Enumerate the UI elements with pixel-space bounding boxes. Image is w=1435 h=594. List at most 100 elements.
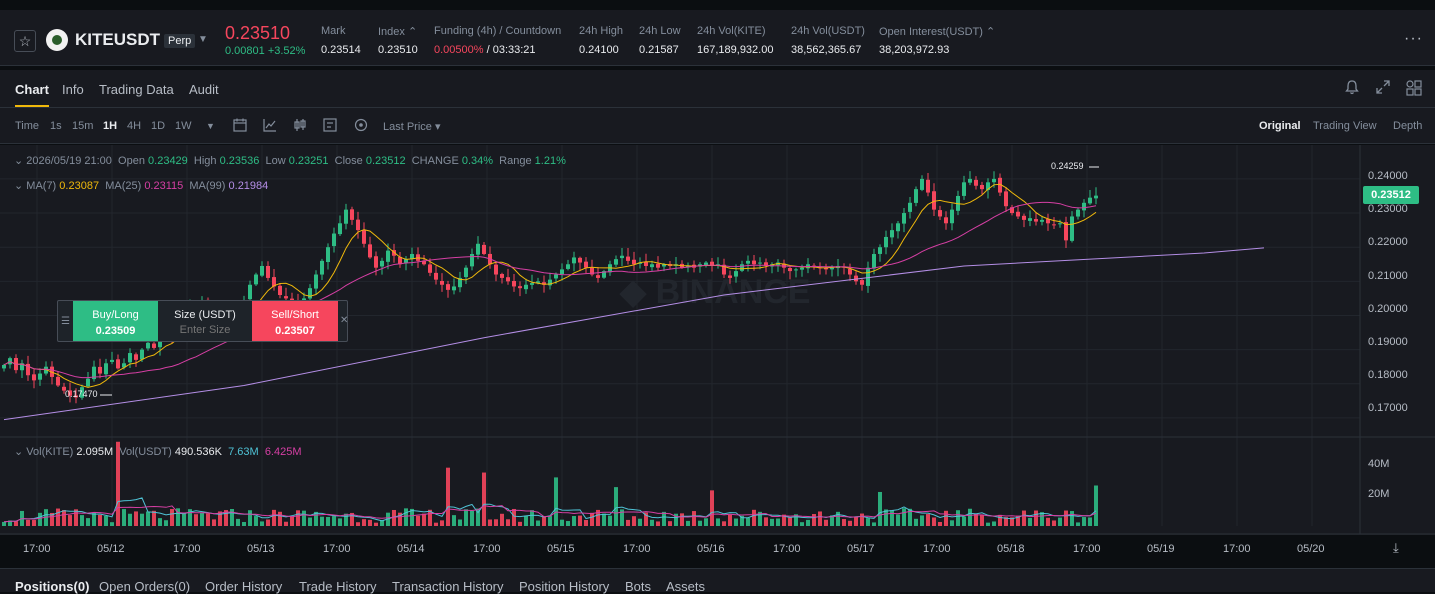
crosshair-icon[interactable] [354, 118, 368, 135]
candle-body [266, 265, 270, 278]
price-tick: 0.19000 [1368, 336, 1408, 348]
candle-body [662, 264, 666, 267]
view-trading-view[interactable]: Trading View [1313, 120, 1377, 132]
symbol-name[interactable]: KITEUSDT [75, 30, 160, 49]
tab-info[interactable]: Info [62, 82, 84, 97]
ma-collapse-icon[interactable]: ⌄ [14, 180, 24, 192]
close-icon[interactable]: ✕ [340, 315, 349, 326]
tab-order-history[interactable]: Order History [205, 579, 283, 594]
volume-bar [296, 510, 300, 526]
more-options-icon[interactable]: ··· [1404, 30, 1423, 47]
symbol-dropdown-icon[interactable]: ▼ [198, 34, 208, 45]
favorite-star-icon[interactable]: ☆ [14, 30, 36, 52]
collapse-icon[interactable]: ⌄ [14, 155, 24, 167]
tab-chart[interactable]: Chart [15, 82, 49, 107]
tab-audit[interactable]: Audit [189, 82, 219, 97]
candle-body [884, 236, 888, 248]
candle-type-icon[interactable] [293, 118, 307, 135]
indicator-icon[interactable] [263, 118, 277, 135]
volume-bar [944, 510, 948, 526]
tab-trading-data[interactable]: Trading Data [99, 82, 174, 97]
candle-body [1058, 223, 1062, 225]
tab-transaction-history[interactable]: Transaction History [392, 579, 504, 594]
candle-body [404, 259, 408, 263]
volume-bar [332, 516, 336, 526]
buy-long-button[interactable]: Buy/Long 0.23509 [73, 301, 158, 341]
tab-open-orders[interactable]: Open Orders(0) [99, 579, 191, 594]
tab-trade-history[interactable]: Trade History [299, 579, 377, 594]
calendar-icon[interactable] [233, 118, 247, 135]
tab-bots[interactable]: Bots [625, 579, 652, 594]
price-change: 0.00801 +3.52% [225, 45, 306, 57]
bell-icon[interactable] [1345, 80, 1359, 99]
candle-body [68, 390, 72, 396]
close-label: Close [334, 155, 363, 167]
tab-assets[interactable]: Assets [666, 579, 706, 594]
interval-1s[interactable]: 1s [50, 120, 62, 132]
layout-grid-icon[interactable] [1406, 80, 1422, 100]
high-value: 0.23536 [219, 155, 260, 167]
fullscreen-icon[interactable] [1376, 80, 1390, 98]
volume-bar [1058, 517, 1062, 526]
volume-bar [248, 510, 252, 526]
volume-bar [812, 514, 816, 526]
sell-short-button[interactable]: Sell/Short 0.23507 [252, 301, 338, 341]
price-type-select[interactable]: Last Price ▾ [383, 121, 441, 133]
volume-bar [794, 514, 798, 526]
candle-body [86, 378, 90, 387]
candlestick-chart[interactable]: ◆ BINANCE [0, 145, 1435, 535]
candle-body [740, 264, 744, 271]
settings-list-icon[interactable] [323, 118, 337, 135]
volume-bar [830, 515, 834, 526]
candle-body [1046, 219, 1050, 224]
volume-bar [344, 513, 348, 526]
ticker-header: ☆ KITEUSDT Perp ▼ 0.23510 0.00801 +3.52%… [0, 10, 1435, 66]
candle-body [320, 260, 324, 275]
candle-body [974, 179, 978, 186]
candle-body [794, 269, 798, 271]
candle-body [326, 247, 330, 263]
volume-bar [410, 508, 414, 526]
candle-body [356, 219, 360, 231]
view-original[interactable]: Original [1259, 120, 1301, 132]
drag-handle-icon[interactable]: ☰ [61, 316, 70, 327]
view-depth[interactable]: Depth [1393, 120, 1423, 132]
volume-bar [848, 520, 852, 526]
open-interest-label[interactable]: Open Interest(USDT) ⌃ [879, 26, 996, 38]
candle-body [650, 264, 654, 268]
volume-bar [662, 511, 666, 526]
interval-1w[interactable]: 1W [175, 120, 192, 132]
volume-bar [860, 513, 864, 526]
candle-body [38, 373, 42, 380]
interval-4h[interactable]: 4H [127, 120, 142, 132]
index-label[interactable]: Index ⌃ [378, 26, 418, 38]
time-tick: 05/18 [997, 543, 1025, 555]
candle-body [860, 280, 864, 285]
ma99-line [3, 247, 1265, 421]
interval-1h[interactable]: 1H [103, 120, 118, 132]
kite-coin-icon [46, 29, 68, 51]
candle-body [428, 264, 432, 273]
time-tick: 17:00 [173, 543, 201, 555]
scale-reset-icon[interactable]: ⤓ [1393, 540, 1399, 555]
volume-bar [986, 522, 990, 526]
funding-value: 0.00500% / 03:33:21 [434, 44, 536, 56]
interval-more-icon[interactable]: ▼ [206, 121, 215, 131]
tab-positions[interactable]: Positions(0) [15, 579, 90, 594]
volume-bar [698, 520, 702, 526]
volume-bar [482, 472, 486, 526]
volume-bar [656, 521, 660, 526]
sell-price: 0.23507 [275, 325, 315, 337]
volume-bar [692, 511, 696, 526]
interval-15m[interactable]: 15m [72, 120, 94, 132]
interval-time[interactable]: Time [15, 120, 40, 132]
vol-collapse-icon[interactable]: ⌄ [14, 446, 24, 458]
tab-position-history[interactable]: Position History [519, 579, 610, 594]
candle-body [470, 254, 474, 267]
volume-bar [146, 511, 150, 526]
size-input[interactable] [160, 324, 250, 336]
volume-bar [488, 519, 492, 526]
interval-1d[interactable]: 1D [151, 120, 166, 132]
candle-body [122, 363, 126, 368]
candle-body [344, 209, 348, 224]
